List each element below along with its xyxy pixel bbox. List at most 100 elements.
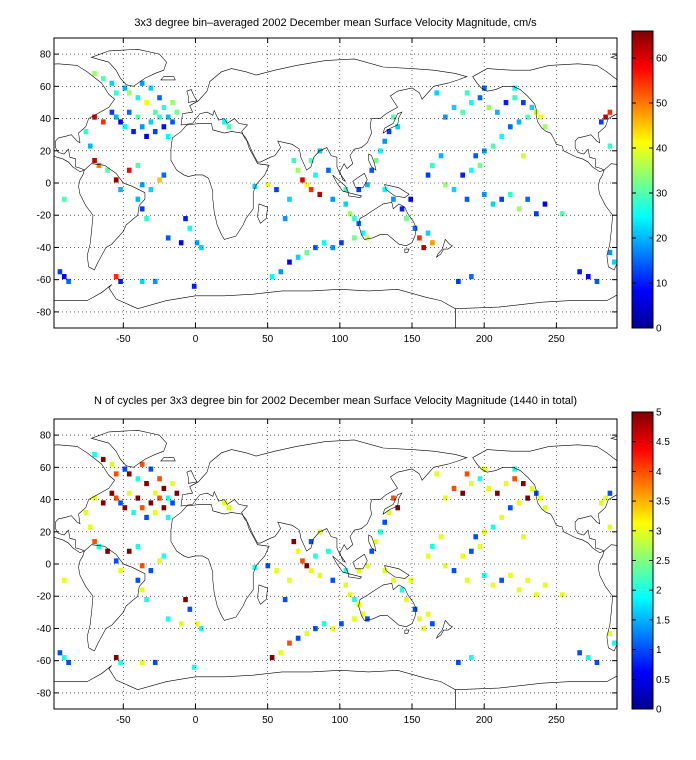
data-cell [499, 577, 504, 583]
data-cell [330, 196, 336, 202]
data-cell [607, 490, 613, 496]
data-cell [386, 129, 392, 135]
data-cell [161, 553, 167, 559]
y-tick-label: -80 [37, 688, 52, 699]
data-cell [486, 485, 491, 491]
data-cell [469, 100, 474, 106]
data-cell [421, 245, 427, 251]
data-cell [92, 452, 97, 458]
data-cell [391, 495, 396, 501]
data-cell [161, 485, 167, 491]
data-cell [443, 114, 448, 120]
data-cell [343, 201, 349, 207]
data-cell [135, 543, 141, 549]
data-cell [295, 635, 301, 641]
x-tick-label: 0 [193, 334, 199, 345]
data-cell [473, 534, 478, 540]
colorbar-gradient [631, 30, 654, 329]
data-cell [577, 650, 582, 656]
data-cell [533, 211, 539, 217]
data-cell [373, 539, 379, 545]
y-tick-label: 80 [40, 50, 52, 61]
data-cell [529, 485, 535, 491]
y-axis: -80 -60 -40 -20 0 20 40 60 80 [37, 50, 617, 318]
data-cell [144, 514, 149, 520]
data-cell [126, 109, 132, 115]
data-cell [278, 650, 284, 656]
data-cell [313, 172, 318, 178]
data-cell [360, 230, 366, 236]
y-tick-label: -20 [37, 211, 52, 222]
data-cell [451, 485, 457, 491]
data-cell [152, 510, 158, 516]
data-cell [92, 158, 97, 164]
data-cell [412, 225, 418, 231]
data-cell [183, 597, 188, 603]
data-cell [148, 500, 154, 506]
data-cell [139, 563, 145, 569]
x-tick-label: 200 [476, 334, 493, 345]
colorbar-tick-label: 40 [656, 144, 668, 155]
data-cell [148, 187, 154, 193]
x-tick-label: 200 [476, 715, 493, 726]
data-cell [126, 90, 132, 96]
data-cell [226, 124, 232, 130]
data-cell [443, 563, 448, 569]
data-cell [516, 500, 522, 506]
colorbar-tick-label: 2.5 [656, 556, 670, 567]
data-cell [96, 162, 102, 168]
data-cell [456, 659, 461, 665]
colorbar: 0 10 20 30 40 50 60 [631, 30, 668, 335]
data-cell [139, 206, 145, 212]
colorbar-ticks: 0 0.5 1 1.5 2 2.5 3 3.5 4 4.5 5 [632, 408, 670, 716]
y-tick-label: 80 [40, 431, 52, 442]
data-cell [144, 100, 149, 106]
data-cell [399, 206, 405, 212]
data-cell [92, 495, 97, 501]
data-cell [330, 626, 336, 632]
data-cell [161, 505, 167, 511]
data-cell [87, 524, 93, 530]
data-cell [265, 563, 271, 569]
data-cell [585, 655, 591, 661]
data-cell [508, 124, 513, 130]
data-cell [443, 495, 448, 501]
x-tick-label: -50 [116, 715, 131, 726]
data-cell [598, 500, 604, 506]
data-cell [174, 490, 180, 496]
data-cell [469, 481, 474, 487]
data-cell [460, 490, 466, 496]
data-cell [265, 182, 271, 188]
data-cell [456, 278, 461, 284]
data-cell [391, 114, 396, 120]
data-cell [100, 119, 106, 125]
data-cell [61, 655, 67, 661]
data-cell [503, 481, 509, 487]
data-cell [57, 269, 63, 275]
data-cell [165, 114, 171, 120]
data-cell [308, 568, 314, 574]
data-cell [321, 621, 327, 627]
data-cell [178, 240, 184, 246]
data-cell [395, 124, 401, 130]
data-cell [313, 245, 318, 251]
data-cell [559, 592, 565, 598]
data-cell [438, 153, 444, 159]
colorbar-tick-label: 1.5 [656, 615, 670, 626]
data-cell [139, 659, 145, 665]
data-cell [144, 216, 149, 222]
data-cell [529, 104, 535, 110]
data-cell [118, 119, 123, 125]
data-cell [317, 191, 323, 197]
colorbar-tick-label: 20 [656, 234, 668, 245]
x-tick-label: 150 [404, 334, 421, 345]
colorbar-tick-label: 3.5 [656, 497, 670, 508]
data-cell [542, 201, 548, 207]
data-cell [464, 90, 470, 96]
data-cell [321, 240, 327, 246]
data-cell [516, 587, 522, 593]
data-cell [274, 568, 279, 574]
data-cell [135, 196, 141, 202]
data-cell [109, 490, 115, 496]
data-cell [603, 495, 608, 501]
